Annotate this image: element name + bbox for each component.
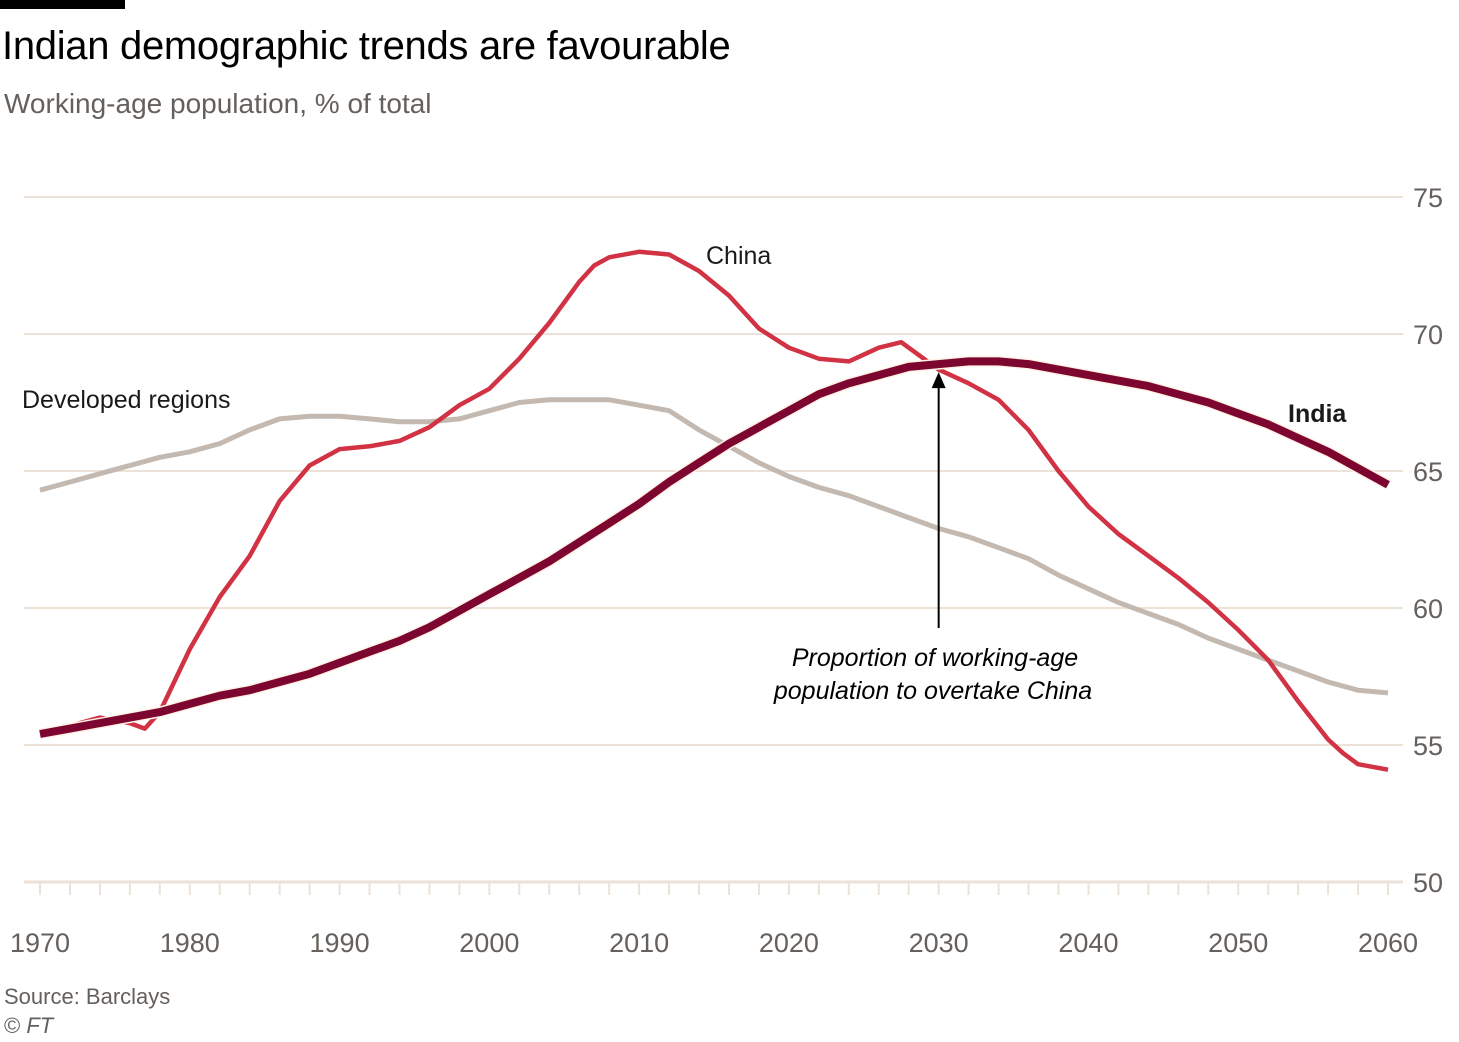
y-tick-label: 75 [1413, 183, 1443, 213]
series-line-halo-india [39, 355, 1391, 740]
series-line-developed-regions [39, 397, 1389, 696]
series-line-india [39, 357, 1390, 738]
x-tick-label: 2010 [609, 928, 669, 958]
x-tick-label: 2030 [909, 928, 969, 958]
x-tick-label: 1980 [160, 928, 220, 958]
annotation-text-line-2: population to overtake China [773, 677, 1092, 705]
chart-subtitle: Working-age population, % of total [4, 88, 432, 119]
y-tick-label: 50 [1413, 868, 1443, 898]
copyright-symbol: © [4, 1013, 21, 1038]
y-tick-label: 60 [1413, 594, 1443, 624]
label-india: India [1288, 400, 1347, 428]
y-tick-label: 55 [1413, 731, 1443, 761]
source-note: Source: Barclays [4, 984, 171, 1009]
chart-title: Indian demographic trends are favourable [2, 24, 731, 68]
series-line-china [39, 249, 1389, 772]
copyright-note: © FT [4, 1013, 53, 1039]
y-tick-label: 70 [1413, 320, 1443, 350]
x-tick-label: 1990 [310, 928, 370, 958]
series-labels: Developed regions China India [22, 242, 1347, 428]
x-tick-label: 2020 [759, 928, 819, 958]
series-lines [39, 249, 1391, 772]
brand-bar [0, 0, 125, 9]
x-tick-label: 2040 [1058, 928, 1118, 958]
x-tick-label: 2060 [1358, 928, 1418, 958]
x-tick-label: 1970 [10, 928, 70, 958]
annotation-text-line-1: Proportion of working-age [792, 644, 1078, 672]
copyright-owner: FT [26, 1013, 54, 1038]
x-axis: 1970 1980 1990 2000 2010 2020 2030 2040 2050 2060 [10, 883, 1418, 958]
arrow-head-icon [931, 372, 946, 389]
line-chart: 50 55 60 65 70 75 1970 1980 1990 2000 2010 2020 203… [10, 183, 1443, 958]
y-axis: 50 55 60 65 70 75 [1413, 183, 1443, 898]
label-china: China [706, 242, 771, 270]
annotation: Proportion of working-age population to … [773, 372, 1092, 705]
gridlines [24, 196, 1403, 884]
x-tick-label: 2050 [1208, 928, 1268, 958]
x-tick-label: 2000 [459, 928, 519, 958]
y-tick-label: 65 [1413, 457, 1443, 487]
label-developed-regions: Developed regions [22, 386, 230, 414]
